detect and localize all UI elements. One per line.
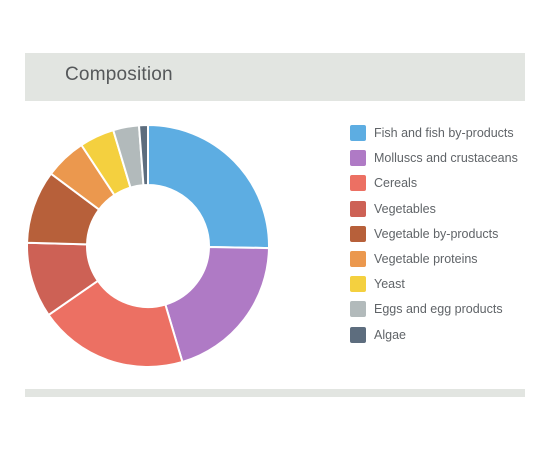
legend-item[interactable]: Eggs and egg products (350, 301, 525, 326)
legend-item[interactable]: Vegetables (350, 200, 525, 226)
legend-label: Vegetable proteins (374, 251, 478, 266)
legend-item[interactable]: Vegetable by-products (350, 225, 525, 251)
legend-item[interactable]: Fish and fish by-products (350, 125, 525, 150)
pie-slice[interactable] (137, 123, 149, 187)
legend-swatch (350, 150, 366, 167)
legend-label: Cereals (374, 176, 418, 191)
legend-swatch (350, 175, 366, 192)
pie-slice[interactable] (47, 279, 184, 368)
legend-swatch (350, 250, 366, 267)
legend-label: Vegetable by-products (374, 226, 499, 241)
chart-legend: Fish and fish by-products Molluscs and c… (350, 125, 525, 352)
legend-swatch (350, 125, 366, 141)
legend-swatch (350, 225, 366, 242)
legend-label: Vegetables (374, 201, 436, 216)
card-title: Composition (65, 64, 173, 85)
donut-chart (26, 123, 270, 368)
legend-item[interactable]: Vegetable proteins (350, 250, 525, 276)
card-footer (25, 389, 525, 397)
legend-label: Eggs and egg products (374, 302, 503, 317)
legend-swatch (350, 200, 366, 217)
composition-card: Composition Fish and fish by-products Mo… (25, 53, 525, 397)
legend-swatch (350, 326, 366, 343)
legend-item[interactable]: Yeast (350, 276, 525, 301)
legend-label: Molluscs and crustaceans (374, 151, 518, 166)
legend-label: Fish and fish by-products (374, 126, 514, 140)
legend-item[interactable]: Cereals (350, 175, 525, 200)
legend-label: Algae (374, 327, 406, 342)
legend-label: Yeast (374, 277, 405, 292)
card-header: Composition (25, 53, 525, 101)
legend-swatch (350, 276, 366, 293)
legend-item[interactable]: Algae (350, 326, 525, 352)
pie-slice[interactable] (147, 123, 270, 250)
pie-slice[interactable] (164, 246, 270, 364)
legend-item[interactable]: Molluscs and crustaceans (350, 150, 525, 175)
legend-swatch (350, 301, 366, 318)
